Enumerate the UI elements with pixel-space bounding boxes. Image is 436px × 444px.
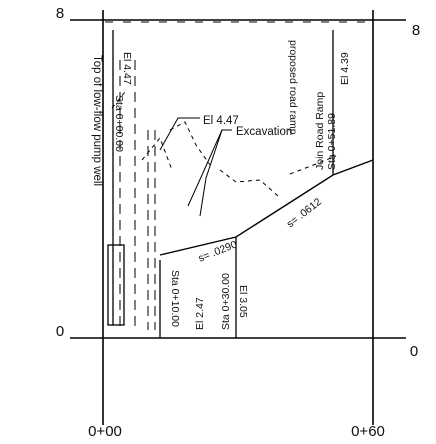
label-sta-0-10-00: Sta 0+10.00 — [169, 270, 181, 327]
y-tick-top-right: 8 — [412, 22, 420, 39]
label-el-4-47-left: El 4.47 — [121, 52, 133, 85]
label-sta-0-51-89: Sta 0+51.89 — [326, 113, 338, 170]
y-tick-zero-left: 0 — [56, 323, 64, 340]
label-slope-0290: s= .0290 — [197, 238, 239, 264]
label-el-2-47: El 2.47 — [194, 297, 206, 330]
y-tick-top-left: 8 — [56, 5, 64, 22]
label-el-3-05: El 3.05 — [237, 285, 249, 318]
label-top-of-low-flow-pump-well: Top of low-flow pump well — [91, 55, 103, 186]
label-sta-0-00: Sta 0+00.00 — [113, 95, 125, 152]
label-slope-0612: s= .0612 — [284, 196, 323, 231]
label-join-road-ramp: Join Road Ramp — [314, 92, 326, 170]
x-tick-left: 0+00 — [88, 423, 122, 440]
station-lines — [107, 30, 334, 338]
x-tick-right: 0+60 — [351, 423, 385, 440]
pump-well-box — [107, 244, 125, 326]
y-tick-zero-right: 0 — [410, 343, 418, 360]
diagram-frame — [70, 10, 406, 425]
label-el-4-47-center: El 4.47 — [203, 115, 239, 127]
label-sta-0-30-00: Sta 0+30.00 — [220, 273, 232, 330]
label-proposed-road-ramp: proposed road ramp — [287, 40, 299, 135]
label-excavation: Excavation — [236, 126, 292, 138]
label-el-4-39: El 4.39 — [339, 52, 351, 85]
dashed-reference-lines — [105, 21, 372, 330]
ground-profile-line — [159, 159, 374, 256]
leader-lines — [159, 117, 232, 217]
